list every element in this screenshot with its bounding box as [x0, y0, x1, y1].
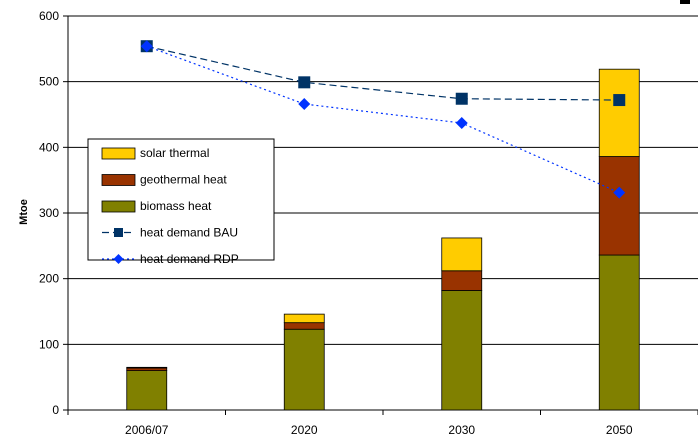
bar-segment [441, 237, 483, 272]
tick-label-y: 0 [52, 403, 59, 417]
bar-segment [283, 313, 325, 324]
tick-label-x: 2006/07 [125, 423, 169, 437]
tick-label-y: 500 [39, 75, 59, 89]
tick-label-y: 100 [39, 337, 59, 351]
bars [126, 68, 640, 411]
legend-label: heat demand RDP [140, 252, 239, 266]
bar-segment [126, 366, 168, 369]
tick-label-y: 300 [39, 206, 59, 220]
legend-label: biomass heat [140, 199, 212, 213]
legend-marker [114, 228, 123, 237]
legend-marker [113, 254, 124, 264]
legend: solar thermal geothermal heat biomass heat… [87, 138, 275, 266]
title-fragment [680, 0, 690, 4]
data-point [140, 40, 153, 53]
tick-label-y: 400 [39, 140, 59, 154]
bar-segment [598, 68, 640, 157]
lines [140, 40, 626, 199]
bar-segment [283, 322, 325, 330]
tick-label-y: 200 [39, 272, 59, 286]
tick-label-y: 600 [39, 9, 59, 23]
bar-segment [283, 328, 325, 411]
data-point [455, 117, 468, 130]
legend-label: heat demand BAU [140, 226, 238, 240]
data-point [298, 76, 311, 89]
series-line [146, 45, 620, 101]
bar-segment [598, 254, 640, 411]
bar-segment [598, 156, 640, 256]
legend-swatch [101, 174, 136, 186]
data-point [613, 94, 626, 107]
data-point [455, 92, 468, 105]
tick-label-x: 2020 [291, 423, 318, 437]
bar-segment [441, 290, 483, 411]
legend-label: solar thermal [140, 146, 209, 160]
legend-label: geothermal heat [140, 173, 227, 187]
bar-segment [126, 370, 168, 411]
bar-segment [441, 270, 483, 291]
tick-label-x: 2050 [606, 423, 633, 437]
y-axis-label: Mtoe [18, 199, 30, 225]
legend-swatch [101, 200, 136, 213]
legend-swatch [101, 147, 136, 160]
tick-label-x: 2030 [448, 423, 475, 437]
data-point [613, 186, 626, 199]
data-point [298, 97, 311, 110]
